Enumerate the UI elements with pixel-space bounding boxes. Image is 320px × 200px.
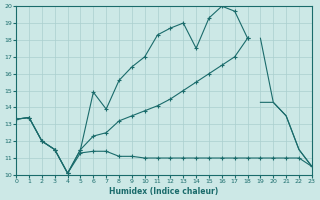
X-axis label: Humidex (Indice chaleur): Humidex (Indice chaleur)	[109, 187, 219, 196]
